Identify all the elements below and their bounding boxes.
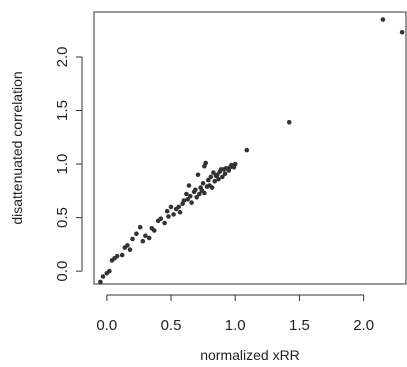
data-point xyxy=(200,181,206,186)
data-point xyxy=(164,208,170,214)
data-point xyxy=(177,210,183,215)
x-tick-label: 2.0 xyxy=(353,317,374,334)
data-point xyxy=(232,161,238,167)
data-point xyxy=(166,214,171,219)
data-point xyxy=(202,190,207,196)
data-point xyxy=(203,160,208,166)
y-axis-title: disattenuated correlation xyxy=(9,71,25,224)
y-tick-label: 1.5 xyxy=(54,100,71,121)
data-point xyxy=(399,30,405,35)
data-point xyxy=(193,187,198,193)
data-point xyxy=(143,233,148,239)
x-tick-label: 0.5 xyxy=(161,317,182,334)
data-point xyxy=(189,200,194,205)
data-point xyxy=(98,279,103,285)
data-point xyxy=(215,172,220,178)
data-point xyxy=(127,247,133,252)
data-point xyxy=(212,178,217,184)
x-axis: 0.0 0.5 1.0 1.5 2.0 xyxy=(96,294,374,334)
data-point xyxy=(158,216,164,221)
data-point xyxy=(119,252,125,258)
y-tick-label: 2.0 xyxy=(54,47,71,68)
data-point xyxy=(188,193,193,199)
data-point xyxy=(171,212,176,217)
data-point xyxy=(220,174,225,180)
data-point xyxy=(209,185,215,190)
data-points xyxy=(98,17,405,285)
x-tick-label: 0.0 xyxy=(96,317,117,334)
data-point xyxy=(208,174,214,180)
y-axis: 0.0 0.5 1.0 1.5 2.0 xyxy=(54,47,83,282)
data-point xyxy=(211,170,216,175)
data-point xyxy=(162,220,167,226)
x-axis-title: normalized xRR xyxy=(200,347,300,363)
data-point xyxy=(168,204,174,210)
data-point xyxy=(100,274,106,279)
data-point xyxy=(197,191,202,197)
x-tick-label: 1.0 xyxy=(225,317,246,334)
y-tick-label: 0.5 xyxy=(54,207,71,228)
data-point xyxy=(176,204,181,210)
data-point xyxy=(185,197,190,202)
x-tick-label: 1.5 xyxy=(289,317,310,334)
data-point xyxy=(130,236,135,242)
data-point xyxy=(137,224,143,230)
y-tick-label: 1.0 xyxy=(54,154,71,175)
data-point xyxy=(184,191,189,197)
data-point xyxy=(286,120,292,125)
data-point xyxy=(216,176,221,182)
data-point xyxy=(186,183,192,188)
data-point xyxy=(195,172,201,178)
plot-frame xyxy=(93,11,407,285)
data-point xyxy=(107,268,112,274)
data-point xyxy=(114,253,120,259)
data-point xyxy=(146,235,152,241)
data-point xyxy=(125,243,130,248)
data-point xyxy=(134,231,139,236)
y-tick-label: 0.0 xyxy=(54,261,71,282)
data-point xyxy=(152,228,157,233)
data-point xyxy=(194,195,199,200)
data-point xyxy=(380,17,386,22)
data-point xyxy=(140,238,146,244)
data-point xyxy=(244,147,250,153)
data-point xyxy=(222,171,228,176)
data-point xyxy=(181,198,187,203)
data-point xyxy=(206,177,211,183)
